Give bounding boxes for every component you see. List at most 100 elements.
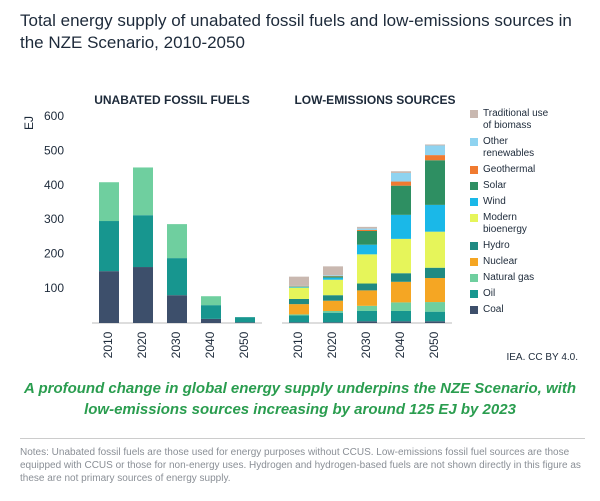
legend-item: Geothermal [470, 164, 595, 176]
bar-segment [425, 278, 445, 303]
bar-segment [133, 267, 153, 323]
legend-swatch [470, 242, 478, 250]
bar-segment [425, 321, 445, 323]
legend-swatch [470, 166, 478, 174]
bar-segment [357, 290, 377, 306]
bar-segment [133, 167, 153, 216]
bar-segment [99, 182, 119, 222]
bar-segment [391, 273, 411, 282]
bar-segment [167, 258, 187, 296]
legend-swatch [470, 290, 478, 298]
y-tick-label: 400 [44, 178, 64, 192]
bar-segment [289, 315, 309, 323]
legend-label: Modern bioenergy [483, 212, 527, 235]
legend-item: Oil [470, 288, 595, 300]
bar-segment [425, 231, 445, 268]
bar-segment [323, 300, 343, 311]
source: IEA. CC BY 4.0. [506, 352, 578, 363]
x-tick-label: 2020 [135, 331, 149, 358]
bar-segment [99, 221, 119, 272]
bar-segment [289, 314, 309, 316]
bar-segment [167, 224, 187, 259]
legend-label: Solar [483, 180, 507, 191]
legend-label: Oil [483, 288, 496, 299]
x-tick-label: 2050 [237, 331, 251, 358]
legend-swatch [470, 110, 478, 118]
bar-segment [201, 296, 221, 306]
legend-label: Natural gas [483, 272, 535, 283]
bar-segment [323, 310, 343, 313]
x-tick-label: 2040 [393, 331, 407, 358]
legend-item: Other renewables [470, 136, 595, 160]
y-axis-label: EJ [22, 116, 36, 130]
bar-segment [391, 172, 411, 182]
bar-segment [391, 185, 411, 215]
bar-segment [99, 271, 119, 323]
legend-label: Coal [483, 304, 504, 315]
bar-segment [289, 286, 309, 288]
panel-title: UNABATED FOSSIL FUELS [94, 93, 250, 107]
bar-segment [235, 317, 255, 323]
bar-segment [289, 322, 309, 323]
x-tick-label: 2020 [325, 331, 339, 358]
bar-segment [425, 302, 445, 312]
subtitle: A profound change in global energy suppl… [24, 380, 576, 418]
legend-swatch [470, 258, 478, 266]
x-tick-label: 2010 [291, 331, 305, 358]
panel-title: LOW-EMISSIONS SOURCES [294, 93, 455, 107]
y-tick-label: 100 [44, 281, 64, 295]
page-title: Total energy supply of unabated fossil f… [20, 11, 572, 52]
x-tick-label: 2030 [169, 331, 183, 358]
bar-segment [357, 254, 377, 284]
bar-segment [391, 310, 411, 322]
legend-label: Wind [483, 196, 506, 207]
legend-item: Nuclear [470, 256, 595, 268]
bar-segment [425, 155, 445, 161]
bar-segment [357, 226, 377, 229]
bar-segment [391, 214, 411, 239]
legend-label: Geothermal [483, 164, 536, 175]
y-tick-label: 500 [44, 144, 64, 158]
legend-label: Nuclear [483, 256, 518, 267]
legend-label: Traditional use of biomass [483, 108, 549, 131]
legend-item: Traditional use of biomass [470, 108, 595, 132]
bar-segment [201, 318, 221, 323]
bar-segment [167, 295, 187, 323]
legend-swatch [470, 306, 478, 314]
legend: Traditional use of biomass Other renewabl… [470, 108, 595, 316]
bar-segment [323, 276, 343, 278]
bar-segment [425, 145, 445, 156]
bar-segment [357, 230, 377, 245]
bar-segment [289, 276, 309, 286]
bar-segment [289, 304, 309, 315]
legend-swatch [470, 182, 478, 190]
bar-segment [425, 204, 445, 232]
legend-item: Natural gas [470, 272, 595, 284]
bar-segment [391, 321, 411, 323]
bar-segment [357, 228, 377, 230]
x-tick-label: 2040 [203, 331, 217, 358]
legend-swatch [470, 274, 478, 282]
legend-label: Other renewables [483, 136, 535, 159]
legend-swatch [470, 138, 478, 146]
bar-segment [323, 277, 343, 280]
bar-segment [323, 312, 343, 323]
bar-segment [391, 171, 411, 173]
legend-item: Modern bioenergy [470, 212, 595, 236]
legend-swatch [470, 198, 478, 206]
bar-segment [391, 281, 411, 303]
bar-segment [391, 181, 411, 186]
bar-segment [425, 160, 445, 205]
bar-segment [201, 305, 221, 319]
bar-segment [425, 144, 445, 146]
legend-item: Coal [470, 304, 595, 316]
legend-label: Hydro [483, 240, 510, 251]
bar-segment [323, 322, 343, 323]
bar-segment [133, 215, 153, 268]
y-tick-label: 600 [44, 109, 64, 123]
x-tick-label: 2010 [101, 331, 115, 358]
bar-segment [357, 283, 377, 291]
legend-item: Solar [470, 180, 595, 192]
bar-segment [357, 310, 377, 322]
